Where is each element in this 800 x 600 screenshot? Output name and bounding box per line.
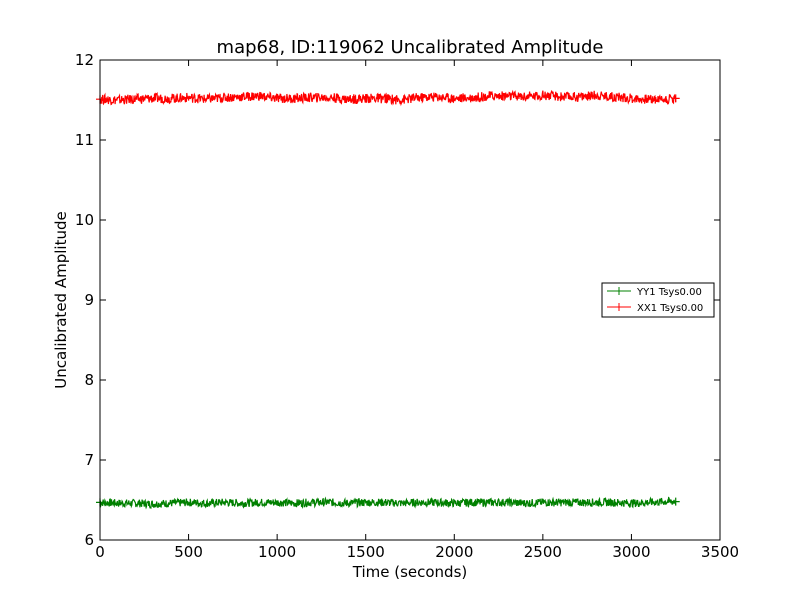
x-tick-label: 2000 xyxy=(435,543,473,561)
y-tick-label: 6 xyxy=(84,531,94,549)
x-axis-label: Time (seconds) xyxy=(352,563,468,581)
y-tick-label: 10 xyxy=(75,211,94,229)
y-tick-label: 12 xyxy=(75,51,94,69)
series-line xyxy=(99,496,677,510)
legend: YY1 Tsys0.00 XX1 Tsys0.00 xyxy=(601,282,715,318)
y-tick-label: 8 xyxy=(84,371,94,389)
legend-label-xx1: XX1 Tsys0.00 xyxy=(637,303,703,314)
legend-box xyxy=(601,282,715,318)
x-tick-label: 3000 xyxy=(612,543,650,561)
series-marker xyxy=(671,94,680,103)
legend-label-yy1: YY1 Tsys0.00 xyxy=(636,287,702,298)
x-tick-label: 1500 xyxy=(347,543,385,561)
x-tick-label: 3500 xyxy=(701,543,739,561)
legend-marker xyxy=(615,303,623,311)
y-axis-label: Uncalibrated Amplitude xyxy=(52,211,70,388)
x-tick-label: 0 xyxy=(95,543,105,561)
x-tick-label: 500 xyxy=(174,543,203,561)
plot-frame xyxy=(99,59,721,541)
legend-marker xyxy=(615,287,623,295)
chart-title: map68, ID:119062 Uncalibrated Amplitude xyxy=(217,37,604,58)
ticks-layer: 0 500 1000 1500 2000 2500 3000 3500 6 7 8 9 10 11 12 xyxy=(75,51,739,561)
x-tick-label: 2500 xyxy=(524,543,562,561)
series-marker xyxy=(671,497,680,506)
y-tick-label: 7 xyxy=(84,451,94,469)
y-tick-label: 11 xyxy=(75,131,94,149)
series-line xyxy=(99,89,677,107)
x-tick-label: 1000 xyxy=(258,543,296,561)
y-tick-label: 9 xyxy=(84,291,94,309)
